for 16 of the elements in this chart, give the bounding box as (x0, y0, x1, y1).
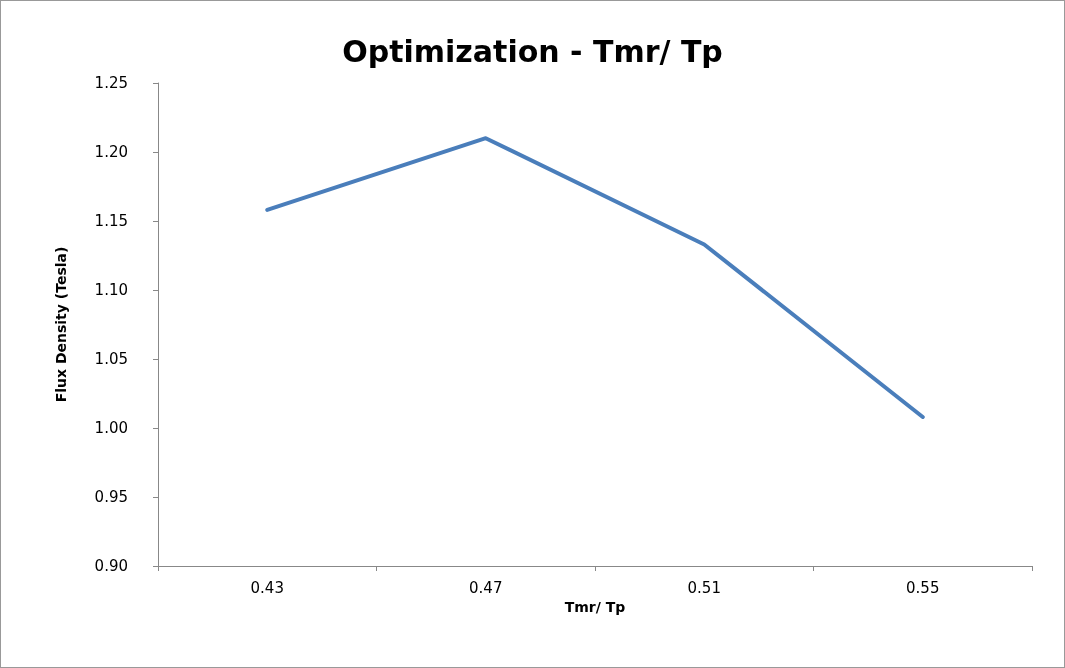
y-tick-label: 1.00 (94, 419, 128, 437)
y-tick-label: 0.95 (94, 488, 128, 506)
y-tick-label: 1.05 (94, 350, 128, 368)
y-tick-label: 0.90 (94, 557, 128, 575)
y-tick-label: 1.15 (94, 212, 128, 230)
y-tick-label: 1.20 (94, 143, 128, 161)
x-tick-label: 0.47 (469, 578, 503, 597)
line-series (265, 136, 925, 419)
y-axis-title: Flux Density (Tesla) (53, 246, 69, 403)
y-tick-label: 1.25 (94, 74, 128, 92)
x-tick-label: 0.55 (906, 578, 940, 597)
x-tick-label: 0.43 (250, 578, 284, 597)
y-tick-label: 1.10 (94, 281, 128, 299)
chart-title: Optimization - Tmr/ Tp (342, 33, 723, 69)
x-axis-title: Tmr/ Tp (564, 598, 626, 615)
x-tick-label: 0.51 (687, 578, 721, 597)
